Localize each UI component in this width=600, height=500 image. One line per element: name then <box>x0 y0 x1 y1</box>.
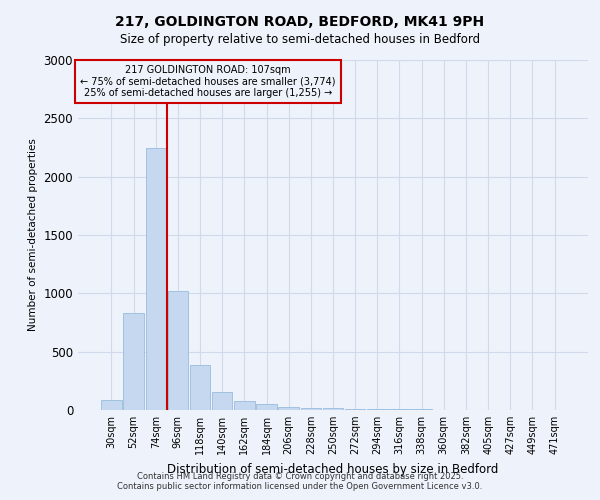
Text: Contains HM Land Registry data © Crown copyright and database right 2025.: Contains HM Land Registry data © Crown c… <box>137 472 463 481</box>
Bar <box>345 409 365 410</box>
Bar <box>101 400 122 410</box>
Bar <box>167 291 188 410</box>
Bar <box>146 148 166 410</box>
Bar <box>256 404 277 410</box>
Y-axis label: Number of semi-detached properties: Number of semi-detached properties <box>28 138 38 332</box>
Bar <box>234 400 254 410</box>
Bar <box>212 392 232 410</box>
Bar <box>323 408 343 410</box>
Bar <box>190 364 210 410</box>
Text: Contains public sector information licensed under the Open Government Licence v3: Contains public sector information licen… <box>118 482 482 491</box>
Bar <box>367 409 388 410</box>
Text: 217, GOLDINGTON ROAD, BEDFORD, MK41 9PH: 217, GOLDINGTON ROAD, BEDFORD, MK41 9PH <box>115 15 485 29</box>
Text: Size of property relative to semi-detached houses in Bedford: Size of property relative to semi-detach… <box>120 32 480 46</box>
Bar <box>124 313 144 410</box>
X-axis label: Distribution of semi-detached houses by size in Bedford: Distribution of semi-detached houses by … <box>167 462 499 475</box>
Bar <box>301 408 321 410</box>
Text: 217 GOLDINGTON ROAD: 107sqm
← 75% of semi-detached houses are smaller (3,774)
25: 217 GOLDINGTON ROAD: 107sqm ← 75% of sem… <box>80 66 336 98</box>
Bar <box>278 406 299 410</box>
